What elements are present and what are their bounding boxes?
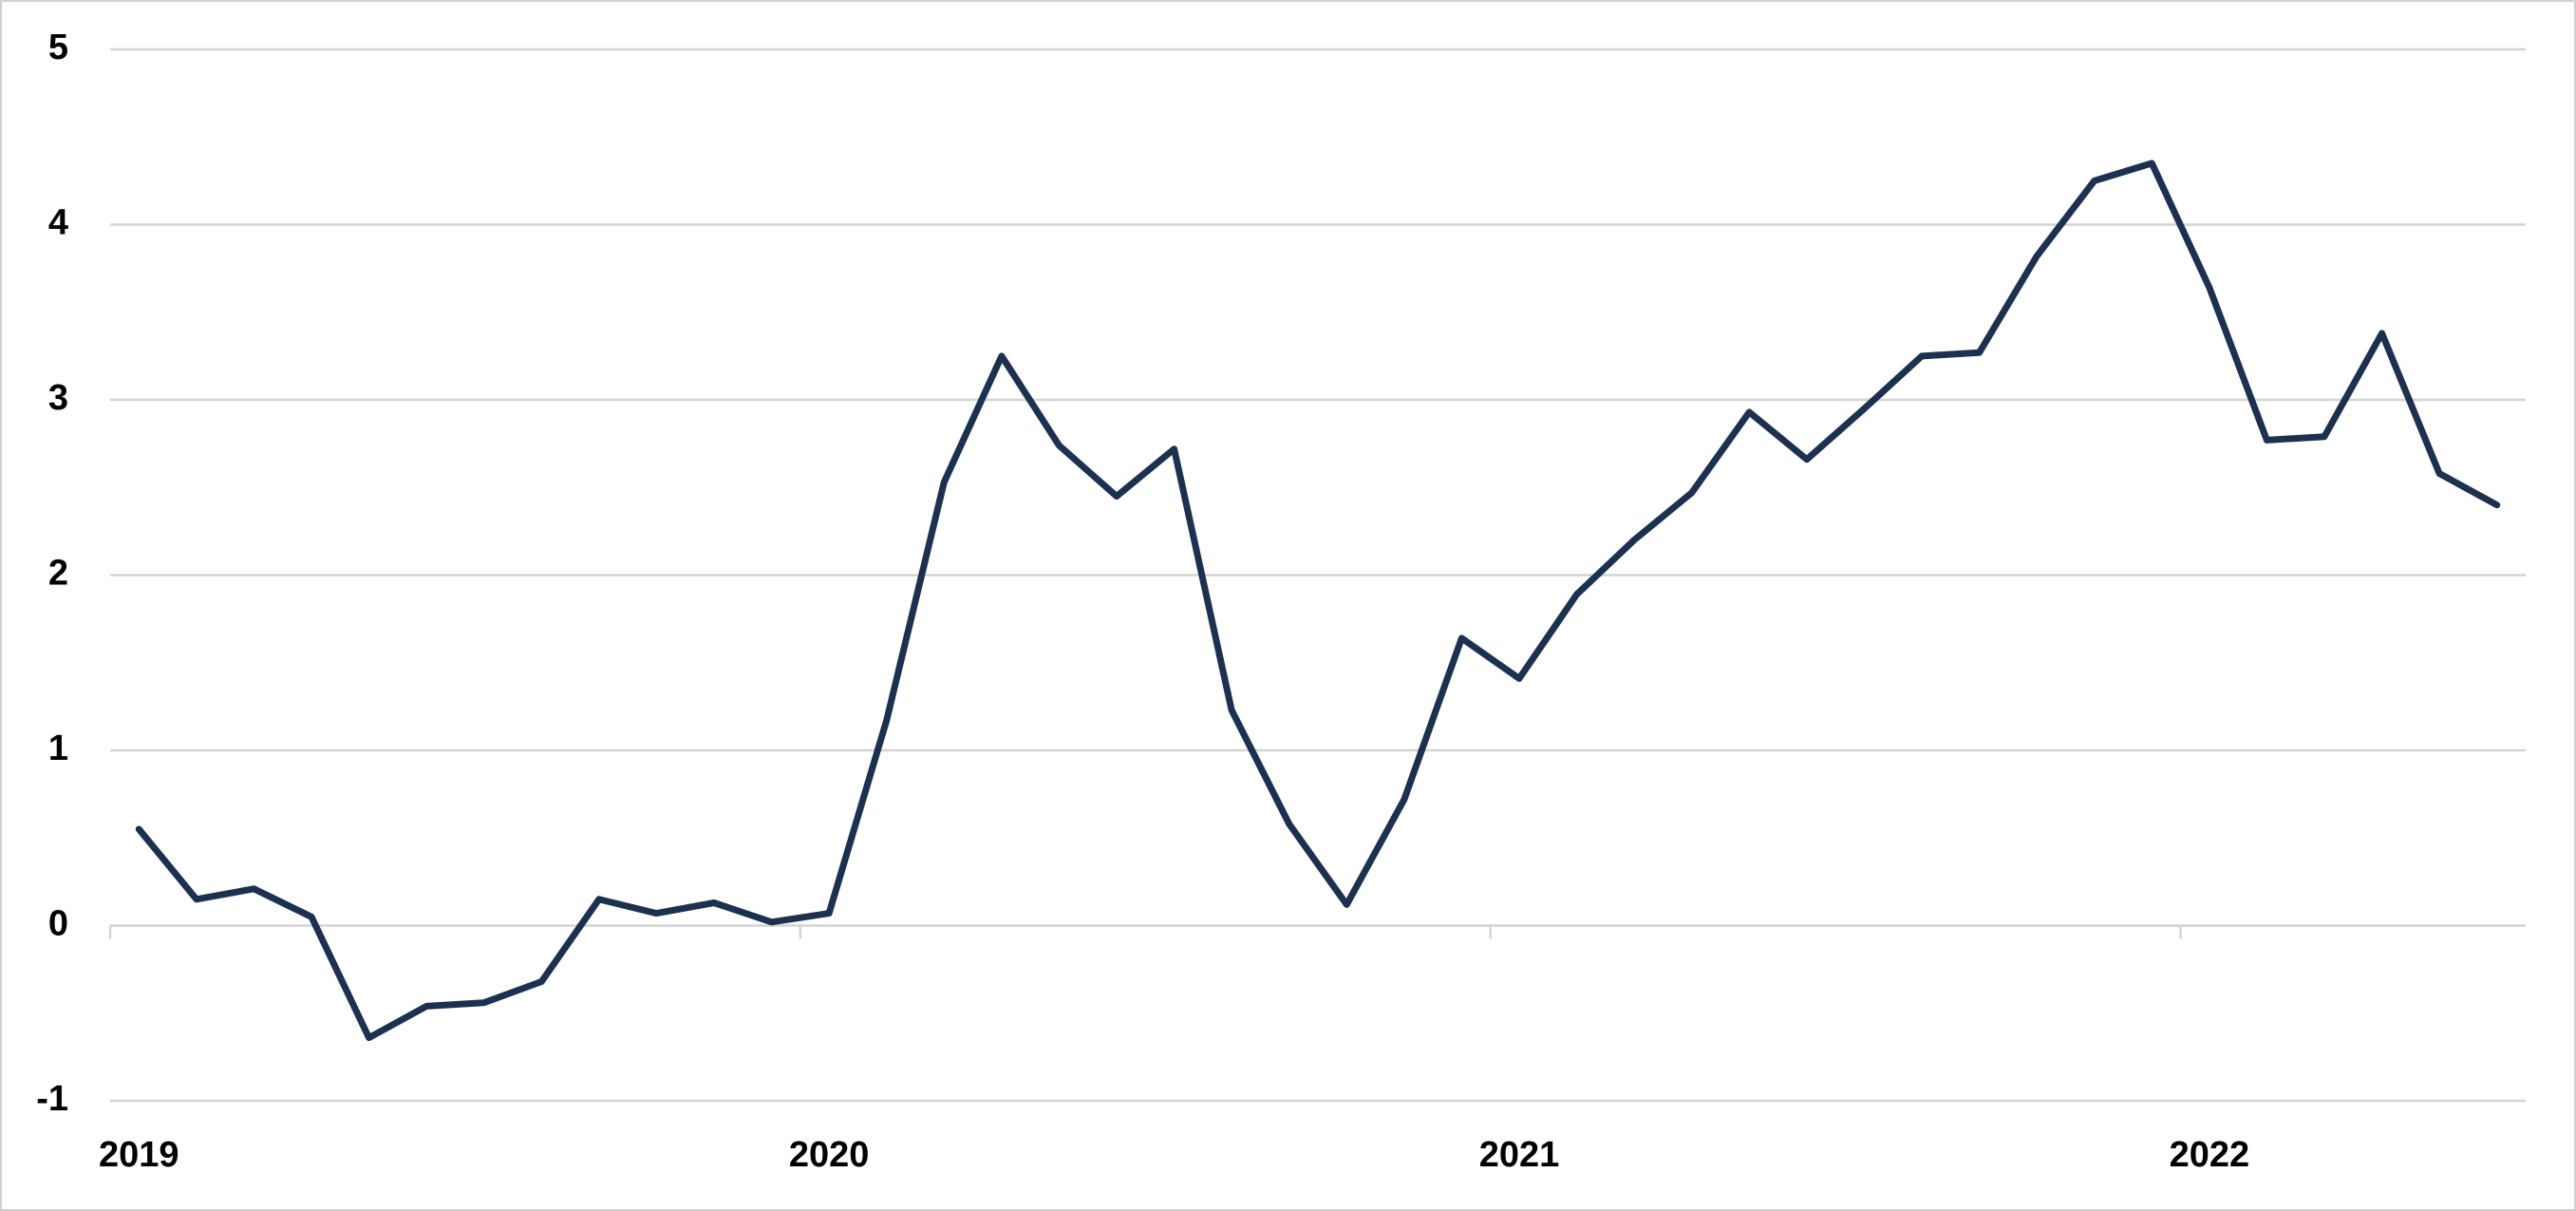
- y-tick-label: -1: [36, 1079, 68, 1119]
- y-tick-label: 5: [48, 28, 68, 67]
- x-tick-label: 2019: [99, 1135, 179, 1175]
- y-tick-label: 1: [48, 728, 68, 768]
- y-tick-label: 0: [48, 904, 68, 944]
- y-tick-label: 2: [48, 554, 68, 594]
- y-tick-label: 4: [48, 203, 68, 243]
- line-series: [135, 160, 2501, 1042]
- y-tick-label: 3: [48, 378, 68, 418]
- x-tick-label: 2021: [1479, 1135, 1560, 1175]
- x-tick-label: 2022: [2170, 1135, 2250, 1175]
- x-tick-label: 2020: [789, 1135, 870, 1175]
